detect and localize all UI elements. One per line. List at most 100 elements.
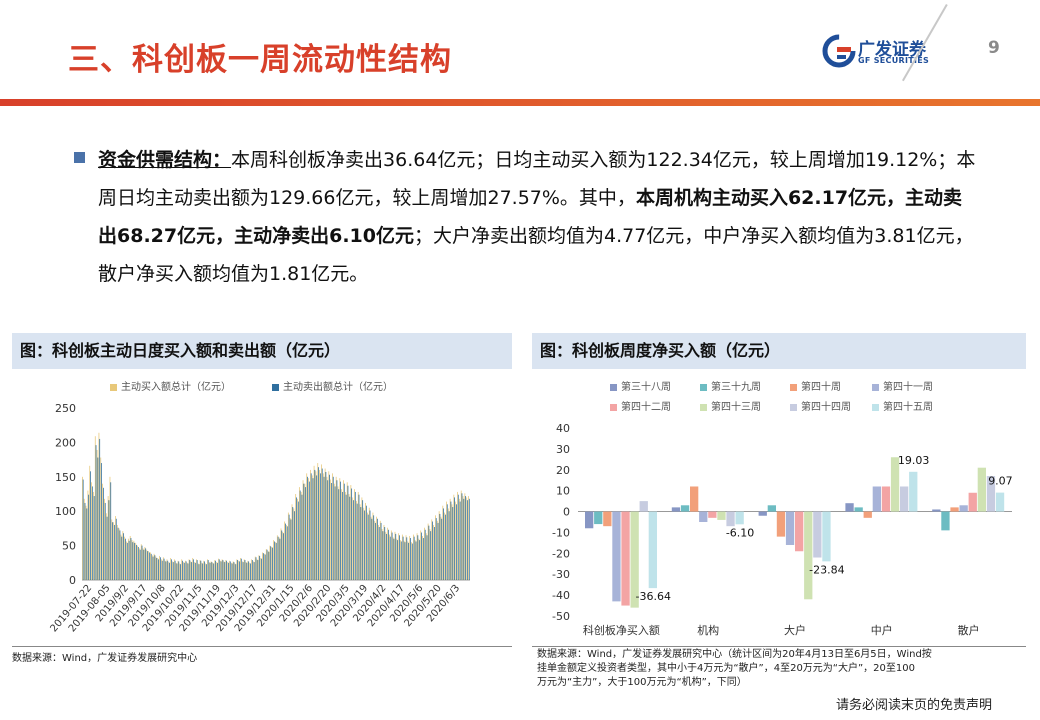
bar-buy	[264, 553, 265, 580]
bar-sell	[364, 510, 365, 580]
bar-sell	[424, 529, 426, 580]
bar-sell	[268, 551, 270, 580]
bar-buy	[188, 559, 190, 580]
right-legend-item: 第四十二周	[610, 398, 671, 413]
bar-buy	[344, 491, 346, 580]
bar-buy	[363, 507, 365, 580]
bar-week-2	[680, 505, 690, 512]
bar-buy	[390, 530, 392, 580]
bar-buy	[317, 463, 319, 580]
bar-buy	[374, 520, 376, 580]
bar-buy	[240, 557, 241, 580]
data-label: 9.07	[988, 475, 1013, 488]
bar-buy	[411, 542, 412, 580]
bar-buy	[265, 549, 267, 580]
bar-sell	[259, 555, 261, 580]
bar-buy	[183, 562, 184, 580]
bar-buy	[153, 553, 155, 580]
bar-buy	[126, 541, 127, 580]
bar-sell	[266, 549, 268, 580]
right-chart-title: 图：科创板周度净买入额（亿元）	[532, 333, 1026, 369]
right-legend-item: 第四十周	[790, 378, 841, 393]
bar-sell	[290, 519, 292, 580]
bar-sell	[347, 485, 349, 580]
bar-week-4	[699, 511, 708, 522]
bar-week-8	[822, 511, 831, 562]
y-tick-label: -50	[552, 610, 570, 623]
data-label: 19.03	[898, 454, 930, 467]
logo-sub-text: GF SECURITIES	[858, 56, 930, 65]
bar-buy	[203, 560, 205, 580]
bar-buy	[82, 476, 83, 580]
bar-buy	[172, 561, 173, 580]
bar-buy	[162, 557, 164, 580]
bar-sell	[222, 560, 224, 580]
bar-week-6	[630, 511, 639, 608]
bar-sell	[375, 522, 376, 580]
bar-sell	[467, 500, 468, 580]
bar-sell	[239, 561, 240, 580]
bar-buy	[256, 559, 258, 580]
summary-label: 资金供需结构：	[98, 149, 232, 171]
bar-sell	[147, 551, 148, 580]
bar-buy	[135, 542, 137, 580]
bar-buy	[273, 540, 275, 580]
bar-sell	[378, 527, 380, 580]
bar-sell	[301, 494, 303, 580]
bar-buy	[243, 559, 245, 580]
bar-buy	[326, 476, 328, 580]
bar-buy	[229, 560, 230, 580]
bar-buy	[416, 533, 418, 580]
bar-buy	[302, 480, 304, 580]
bar-buy	[278, 537, 280, 580]
bar-sell	[316, 475, 318, 580]
bar-sell	[97, 457, 99, 580]
bar-sell	[277, 536, 279, 580]
bar-buy	[337, 486, 339, 580]
bar-week-1	[932, 509, 941, 512]
bar-sell	[399, 535, 400, 580]
bar-buy	[328, 471, 330, 580]
bar-sell	[389, 536, 391, 580]
bar-buy	[94, 436, 96, 580]
legend-label: 第四十二周	[621, 402, 671, 413]
bar-sell	[393, 538, 395, 580]
bar-sell	[461, 493, 463, 580]
bar-buy	[357, 491, 359, 580]
bar-sell	[308, 481, 310, 580]
bar-buy	[396, 538, 398, 580]
bar-sell	[205, 564, 207, 580]
bar-sell	[194, 562, 196, 580]
bar-buy	[413, 534, 414, 580]
legend-swatch	[700, 403, 707, 411]
bar-buy	[205, 563, 206, 580]
y-tick-label: 50	[62, 540, 76, 553]
bar-buy	[304, 483, 306, 580]
bar-buy	[120, 534, 122, 580]
bar-buy	[225, 560, 227, 580]
bar-sell	[110, 482, 112, 580]
legend-swatch	[700, 383, 707, 391]
y-tick-label: -30	[552, 568, 570, 581]
bar-buy	[184, 560, 186, 580]
bar-buy	[447, 508, 449, 580]
bar-sell	[242, 562, 244, 580]
bar-buy	[267, 551, 269, 580]
bar-sell	[426, 535, 428, 580]
right-legend-item: 第三十九周	[700, 378, 761, 393]
bar-sell	[104, 502, 106, 580]
bar-sell	[161, 560, 163, 580]
left-legend-buy: 主动买入额总计（亿元）	[110, 378, 231, 393]
left-bar-chart: 0501001502002502019-07-222019-08-052019/…	[49, 402, 470, 634]
legend-swatch	[610, 403, 617, 411]
bar-buy	[379, 520, 381, 580]
bar-sell	[145, 548, 147, 580]
bar-sell	[207, 560, 209, 580]
bar-buy	[449, 498, 451, 580]
bar-buy	[253, 561, 254, 580]
bar-buy	[451, 504, 453, 580]
bar-sell	[262, 553, 264, 580]
bar-buy	[284, 521, 286, 580]
legend-swatch	[272, 383, 279, 391]
bar-buy	[148, 551, 149, 580]
